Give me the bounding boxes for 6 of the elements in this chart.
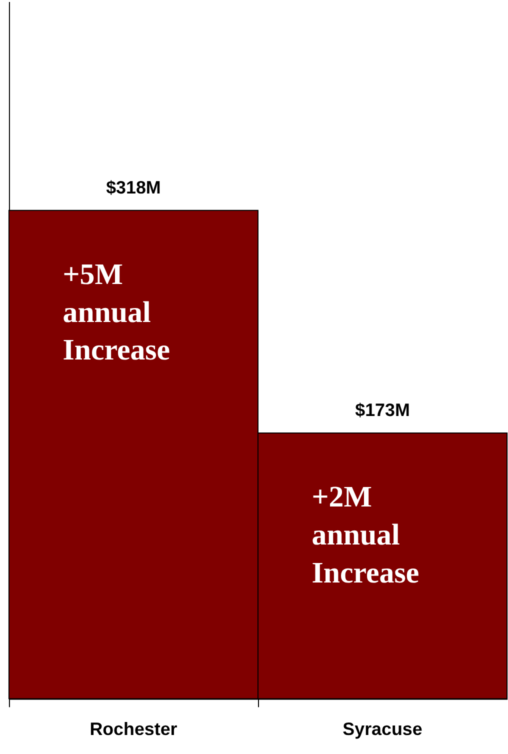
x-tick-label: Syracuse: [342, 719, 422, 740]
data-label: $318M: [106, 177, 161, 198]
data-label: $173M: [355, 400, 410, 420]
x-tick-label: Rochester: [90, 719, 178, 740]
annotation: +2M annual Increase: [312, 480, 420, 590]
annotation: +5M annual Increase: [62, 258, 170, 367]
